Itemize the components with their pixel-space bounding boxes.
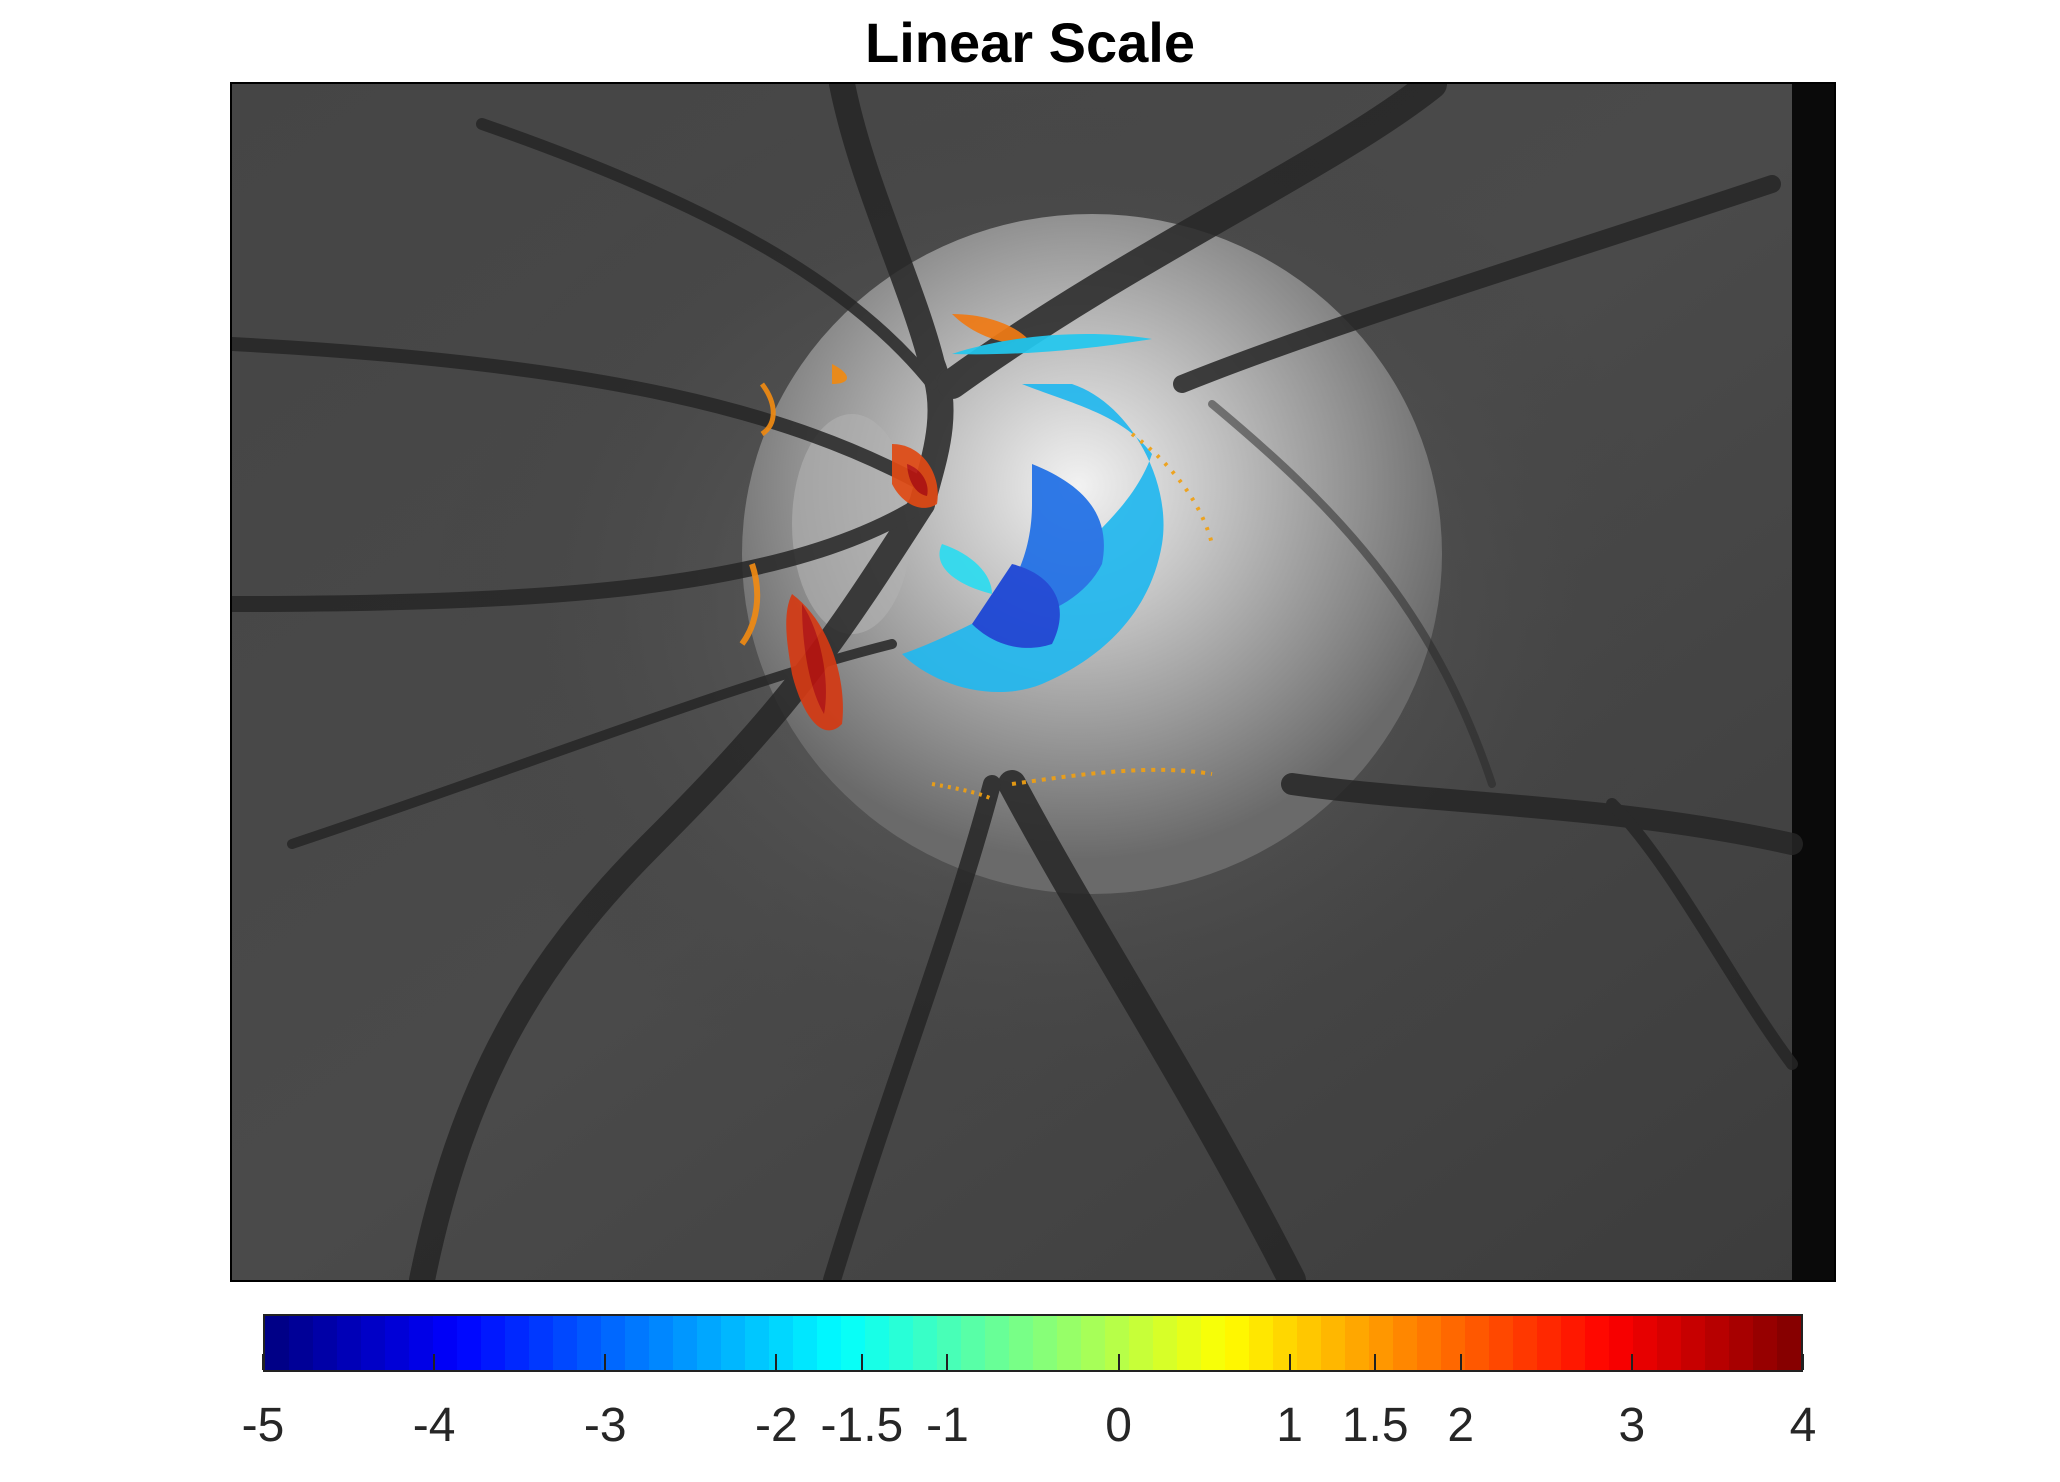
colorbar-cell (1249, 1316, 1273, 1370)
colorbar-cell (409, 1316, 433, 1370)
colorbar-cell (1753, 1316, 1777, 1370)
colorbar-cell (1081, 1316, 1105, 1370)
retina-image-icon (232, 84, 1834, 1280)
colorbar-tick-label: -4 (412, 1399, 456, 1452)
colorbar-cell (1177, 1316, 1201, 1370)
colorbar-tick-label: 0 (1105, 1399, 1132, 1452)
colorbar-cell (1489, 1316, 1513, 1370)
colorbar-cell (649, 1316, 673, 1370)
colorbar-tick-label: -5 (241, 1399, 285, 1452)
colorbar-cell (793, 1316, 817, 1370)
figure-title: Linear Scale (865, 11, 1195, 74)
colorbar-cell (1321, 1316, 1345, 1370)
colorbar-cell (1345, 1316, 1369, 1370)
colorbar-cell (1609, 1316, 1633, 1370)
colorbar-tick-label: -1.5 (820, 1399, 904, 1452)
colorbar-cell (1585, 1316, 1609, 1370)
colorbar-cell (1561, 1316, 1585, 1370)
colorbar-cell (553, 1316, 577, 1370)
colorbar-cell (1441, 1316, 1465, 1370)
colorbar-tick-label: 4 (1789, 1399, 1817, 1452)
colorbar-tick-label: 3 (1618, 1399, 1646, 1452)
colorbar-cell (337, 1316, 361, 1370)
colorbar-cell (577, 1316, 601, 1370)
colorbar-cell (1201, 1316, 1225, 1370)
colorbar-cell (721, 1316, 745, 1370)
colorbar-cell (1057, 1316, 1081, 1370)
colorbar-tick-labels: -5 -4 -3 -2 -1.5 -1 0 1 1.5 2 3 4 (242, 1398, 1817, 1458)
colorbar-cell (1729, 1316, 1753, 1370)
colorbar-cell (1129, 1316, 1153, 1370)
colorbar-cell (985, 1316, 1009, 1370)
colorbar-cell (937, 1316, 961, 1370)
colorbar-cell (697, 1316, 721, 1370)
colorbar (263, 1314, 1803, 1372)
colorbar-tick-label: -3 (583, 1399, 627, 1452)
colorbar-cell (433, 1316, 457, 1370)
colorbar-cell (1681, 1316, 1705, 1370)
colorbar-cell (769, 1316, 793, 1370)
colorbar-cell (1465, 1316, 1489, 1370)
colorbar-tick-label: 2 (1447, 1399, 1475, 1452)
colorbar-cell (1777, 1316, 1801, 1370)
colorbar-cell (889, 1316, 913, 1370)
colorbar-cell (313, 1316, 337, 1370)
colorbar-cell (1273, 1316, 1297, 1370)
colorbar-cell (1225, 1316, 1249, 1370)
colorbar-cell (601, 1316, 625, 1370)
colorbar-cell (817, 1316, 841, 1370)
colorbar-cell (1513, 1316, 1537, 1370)
colorbar-cell (1417, 1316, 1441, 1370)
colorbar-cell (1633, 1316, 1657, 1370)
colorbar-cell (841, 1316, 865, 1370)
colorbar-tick-label: 1.5 (1341, 1399, 1409, 1452)
colorbar-cell (505, 1316, 529, 1370)
colorbar-cell (1105, 1316, 1129, 1370)
colorbar-cell (1705, 1316, 1729, 1370)
colorbar-cell (673, 1316, 697, 1370)
colorbar-cell (361, 1316, 385, 1370)
colorbar-cell (265, 1316, 289, 1370)
colorbar-cell (529, 1316, 553, 1370)
colorbar-cell (1033, 1316, 1057, 1370)
colorbar-tick-label: -2 (754, 1399, 798, 1452)
colorbar-tick-label: -1 (926, 1399, 969, 1452)
colorbar-cell (1297, 1316, 1321, 1370)
colorbar-cell (1369, 1316, 1393, 1370)
colorbar-cell (1153, 1316, 1177, 1370)
colorbar-cell (865, 1316, 889, 1370)
colorbar-cell (1009, 1316, 1033, 1370)
retina-image (230, 82, 1836, 1282)
colorbar-cell (385, 1316, 409, 1370)
colorbar-cell (457, 1316, 481, 1370)
colorbar-cell (745, 1316, 769, 1370)
colorbar-cell (289, 1316, 313, 1370)
colorbar-cell (913, 1316, 937, 1370)
colorbar-cell (1657, 1316, 1681, 1370)
colorbar-cell (625, 1316, 649, 1370)
colorbar-cell (961, 1316, 985, 1370)
colorbar-tick-label: 1 (1276, 1399, 1304, 1452)
colorbar-cell (1537, 1316, 1561, 1370)
colorbar-cell (481, 1316, 505, 1370)
colorbar-cell (1393, 1316, 1417, 1370)
